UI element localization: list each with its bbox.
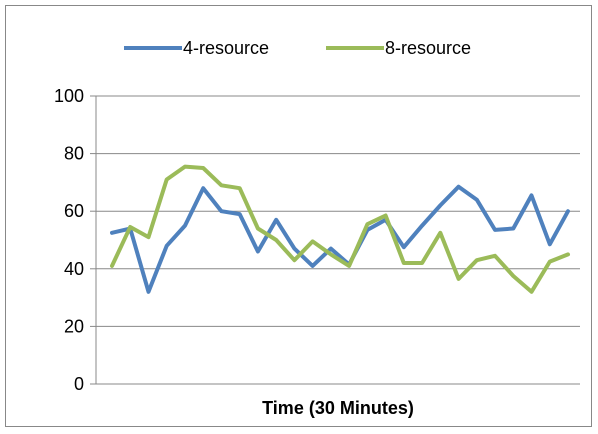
legend-item-4-resource: 4-resource [124,38,269,58]
legend-label: 4-resource [183,38,269,58]
y-tick-label: 100 [54,86,84,106]
y-tick-label: 40 [64,259,84,279]
series-lines [110,164,570,294]
axes [90,95,580,385]
legend-label: 8-resource [385,38,471,58]
y-tick-label: 0 [74,374,84,394]
series-line-4-resource [110,184,570,294]
y-tick-labels: 0 20 40 60 80 100 [54,86,84,394]
gridlines [96,95,580,327]
chart-frame [5,5,592,427]
x-axis-title: Time (30 Minutes) [262,398,414,418]
y-tick-label: 60 [64,201,84,221]
y-tick-label: 20 [64,316,84,336]
series-line-8-resource [110,164,570,294]
legend: 4-resource 8-resource [124,38,471,58]
legend-item-8-resource: 8-resource [326,38,471,58]
y-tick-label: 80 [64,144,84,164]
